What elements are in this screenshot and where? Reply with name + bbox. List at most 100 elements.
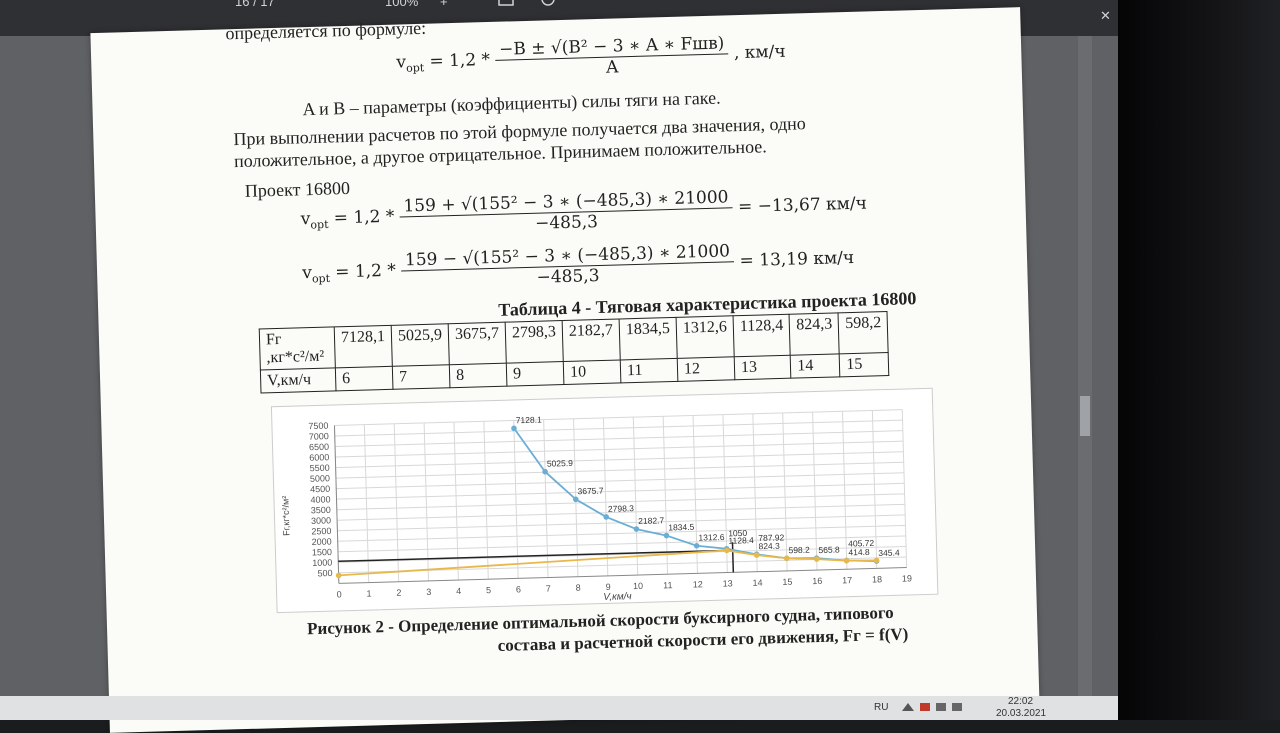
grid-line-horizontal bbox=[336, 493, 905, 511]
data-label: 414.8 bbox=[848, 547, 870, 558]
data-label: 787.92 bbox=[758, 532, 785, 543]
formula-general: vopt = 1,2 * −B ± √(B² − 3 ∗ A ∗ Fшв) A … bbox=[396, 33, 786, 78]
formula-2: vopt = 1,2 * 159 − √(155² − 3 ∗ (−485,3)… bbox=[301, 241, 855, 288]
x-tick-label: 15 bbox=[782, 577, 792, 587]
data-label: 7128.1 bbox=[516, 414, 543, 425]
data-point bbox=[843, 557, 850, 564]
ab-text: A и B – параметры (коэффициенты) силы тя… bbox=[302, 87, 721, 120]
x-tick-label: 12 bbox=[693, 579, 703, 589]
grid-line-horizontal bbox=[338, 545, 907, 563]
grid-line-horizontal bbox=[335, 440, 904, 458]
table-cell: 12 bbox=[677, 356, 735, 382]
grid-line-vertical bbox=[483, 421, 489, 580]
data-point bbox=[723, 547, 730, 554]
table-cell: 824,3 bbox=[789, 312, 840, 356]
formula-1: vopt = 1,2 * 159 + √(155² − 3 ∗ (−485,3)… bbox=[300, 187, 868, 234]
table-cell: 1312,6 bbox=[676, 315, 735, 359]
zoom-level[interactable]: 100% bbox=[385, 0, 419, 9]
monitor-bezel bbox=[1118, 0, 1280, 720]
language-indicator[interactable]: RU bbox=[874, 702, 889, 713]
data-label: 1312.6 bbox=[698, 532, 725, 543]
table-cell: 2182,7 bbox=[562, 318, 621, 362]
grid-line-vertical bbox=[662, 416, 669, 575]
x-axis bbox=[338, 567, 907, 584]
x-tick-label: 9 bbox=[605, 582, 610, 592]
grid-line-vertical bbox=[363, 424, 370, 583]
table-cell: 3675,7 bbox=[448, 322, 507, 365]
data-label: 1050 bbox=[728, 528, 747, 539]
y-tick-label: 1500 bbox=[312, 547, 332, 558]
data-label: 565.8 bbox=[818, 544, 840, 555]
grid-line-vertical bbox=[782, 412, 788, 571]
table-cell: 6 bbox=[335, 366, 393, 391]
grid-line-vertical bbox=[752, 413, 758, 572]
x-tick-label: 1 bbox=[366, 588, 371, 598]
x-tick-label: 0 bbox=[337, 589, 342, 599]
x-tick-label: 11 bbox=[663, 580, 673, 590]
grid-line-vertical bbox=[871, 410, 878, 569]
x-tick-label: 10 bbox=[633, 581, 643, 591]
data-label: 405.72 bbox=[848, 538, 875, 549]
data-label: 824.3 bbox=[758, 541, 780, 552]
table-cell: 15 bbox=[839, 352, 890, 377]
table-cell: 5025,9 bbox=[391, 323, 450, 367]
fit-page-icon[interactable] bbox=[498, 0, 514, 9]
x-tick-label: 5 bbox=[486, 585, 491, 595]
table-cell: 7 bbox=[392, 364, 450, 390]
x-tick-label: 19 bbox=[902, 573, 912, 583]
data-point bbox=[663, 532, 670, 539]
vertical-scrollbar[interactable] bbox=[1078, 36, 1092, 696]
y-tick-label: 5000 bbox=[310, 473, 330, 484]
grid-line-horizontal bbox=[334, 409, 903, 426]
y-axis-label: Fг,кг*с²/м² bbox=[280, 496, 291, 536]
clock-date[interactable]: 20.03.2021 bbox=[996, 708, 1047, 719]
grid-line-horizontal bbox=[334, 419, 903, 437]
x-tick-label: 14 bbox=[752, 578, 762, 588]
traction-chart: 0 1 2 3 4 5 6 7 8 9 10 11 12 13 14 15 16 17 18 195001000150… bbox=[280, 409, 912, 603]
grid-line-vertical bbox=[423, 422, 430, 581]
data-point bbox=[753, 552, 760, 558]
grid-line-horizontal bbox=[336, 472, 905, 490]
table-cell: 11 bbox=[620, 358, 678, 383]
traction-table: Fг ,кг*с²/м² 7128,1 5025,9 3675,7 2798,3… bbox=[259, 311, 890, 394]
grid-line-vertical bbox=[901, 409, 908, 568]
data-point bbox=[633, 526, 640, 532]
y-tick-label: 3500 bbox=[311, 505, 331, 516]
grid-line-horizontal bbox=[337, 503, 905, 521]
table-cell: 598,2 bbox=[838, 311, 889, 354]
chart-container: 0 1 2 3 4 5 6 7 8 9 10 11 12 13 14 15 16 17 18 19 500 1000 150… bbox=[270, 387, 939, 614]
data-label: 3675.7 bbox=[577, 486, 604, 497]
tray-icons[interactable] bbox=[902, 701, 972, 716]
y-tick-label: 6000 bbox=[309, 452, 329, 463]
grid-line-vertical bbox=[841, 411, 848, 570]
data-point bbox=[693, 542, 700, 549]
data-point bbox=[873, 557, 880, 564]
table-cell: 13 bbox=[734, 355, 792, 380]
grid-line-horizontal bbox=[336, 482, 905, 500]
grid-line-horizontal bbox=[337, 524, 906, 542]
zoom-in-button[interactable]: + bbox=[440, 0, 448, 9]
table-header-force: Fг ,кг*с²/м² bbox=[259, 326, 336, 371]
x-tick-label: 8 bbox=[576, 583, 581, 593]
clock-time[interactable]: 22:02 bbox=[1008, 696, 1034, 707]
y-tick-label: 7500 bbox=[308, 421, 328, 432]
x-tick-label: 17 bbox=[842, 575, 852, 585]
close-icon[interactable]: ✕ bbox=[1100, 8, 1111, 23]
x-tick-label: 7 bbox=[546, 583, 551, 593]
grid-line-horizontal bbox=[335, 451, 904, 469]
y-tick-label: 4000 bbox=[310, 494, 330, 505]
taskbar: RU 22:02 20.03.2021 bbox=[0, 696, 1120, 720]
grid-line-vertical bbox=[692, 415, 698, 574]
y-axis bbox=[333, 425, 340, 584]
x-tick-label: 3 bbox=[426, 587, 431, 597]
rotate-icon[interactable] bbox=[540, 0, 556, 9]
scroll-thumb[interactable] bbox=[1080, 396, 1090, 436]
data-point bbox=[335, 572, 342, 579]
grid-line-vertical bbox=[393, 423, 400, 582]
y-tick-label: 500 bbox=[317, 568, 332, 578]
document-page: определяется по формуле: vopt = 1,2 * −B… bbox=[90, 7, 1040, 733]
y-tick-label: 2000 bbox=[312, 536, 332, 547]
pdf-viewer: 16 / 17 100% + ✕ определяется по формуле… bbox=[0, 0, 1120, 733]
grid-line-vertical bbox=[543, 419, 549, 578]
page-indicator[interactable]: 16 / 17 bbox=[235, 0, 275, 9]
